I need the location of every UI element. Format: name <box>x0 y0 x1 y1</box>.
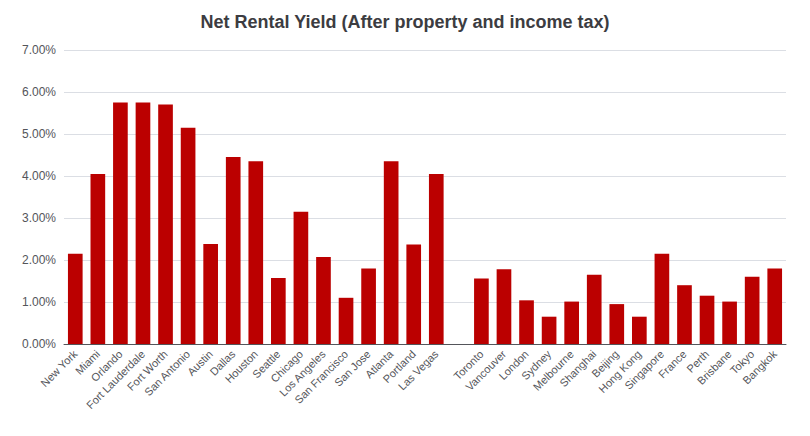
svg-text:San Antonio: San Antonio <box>142 348 192 398</box>
svg-text:Austin: Austin <box>184 347 215 378</box>
svg-text:Hong Kong: Hong Kong <box>596 347 644 396</box>
svg-text:Dallas: Dallas <box>207 347 238 378</box>
svg-text:7.00%: 7.00% <box>22 43 56 57</box>
svg-text:Atlanta: Atlanta <box>362 347 396 381</box>
svg-text:Brisbane: Brisbane <box>694 347 734 387</box>
svg-text:6.00%: 6.00% <box>22 85 56 99</box>
svg-text:Shanghai: Shanghai <box>557 347 599 390</box>
svg-text:San Francisco: San Francisco <box>292 347 351 406</box>
svg-text:London: London <box>496 347 531 383</box>
svg-text:5.00%: 5.00% <box>22 127 56 141</box>
svg-text:New York: New York <box>38 347 80 390</box>
svg-text:Houston: Houston <box>222 347 260 386</box>
svg-text:Melbourne: Melbourne <box>530 347 576 393</box>
svg-text:Las Vegas: Las Vegas <box>396 347 441 392</box>
svg-text:Tokyo: Tokyo <box>727 347 757 377</box>
svg-text:Seattle: Seattle <box>249 347 283 381</box>
svg-text:Fort Worth: Fort Worth <box>124 347 170 393</box>
svg-text:Beijing: Beijing <box>589 347 621 380</box>
svg-text:3.00%: 3.00% <box>22 211 56 225</box>
svg-text:Perth: Perth <box>684 347 712 375</box>
svg-text:Singapore: Singapore <box>622 347 667 392</box>
svg-text:4.00%: 4.00% <box>22 169 56 183</box>
svg-text:Portland: Portland <box>380 347 418 386</box>
svg-text:2.00%: 2.00% <box>22 253 56 267</box>
svg-text:Chicago: Chicago <box>268 347 306 385</box>
svg-text:Orlando: Orlando <box>88 347 125 384</box>
svg-text:Toronto: Toronto <box>451 347 486 383</box>
svg-text:Los Angeles: Los Angeles <box>276 347 328 399</box>
svg-text:Net Rental Yield (After proper: Net Rental Yield (After property and inc… <box>200 12 609 32</box>
svg-text:Bangkok: Bangkok <box>740 347 779 386</box>
svg-text:Miami: Miami <box>72 347 103 377</box>
svg-text:France: France <box>656 348 689 381</box>
svg-text:Sydney: Sydney <box>518 347 554 383</box>
svg-text:Fort Lauderdale: Fort Lauderdale <box>83 347 148 412</box>
svg-text:0.00%: 0.00% <box>22 337 56 351</box>
svg-text:San Jose: San Jose <box>332 347 373 389</box>
svg-text:Vancouver: Vancouver <box>463 347 509 393</box>
svg-text:1.00%: 1.00% <box>22 295 56 309</box>
